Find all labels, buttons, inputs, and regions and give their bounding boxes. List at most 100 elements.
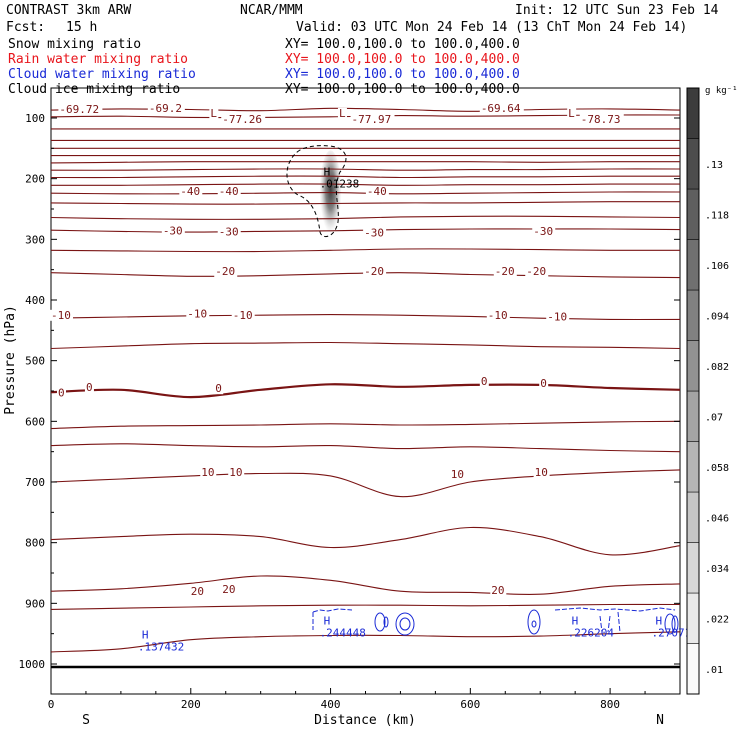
contour-label: -77.26: [222, 113, 262, 126]
contour-label: L: [339, 107, 346, 120]
isotherm-7: [51, 443, 680, 453]
isotherm-minus-5: [51, 341, 680, 350]
isotherm-5: [51, 420, 680, 430]
cloud-ice-contour-line: [286, 145, 347, 238]
colorbar-label: .13: [705, 160, 723, 171]
x-tick-label: 600: [460, 698, 480, 711]
contour-label-bg: [147, 102, 185, 114]
contour-label: 20: [191, 585, 204, 598]
contour-label: -10: [187, 308, 207, 321]
colorbar-frame: [686, 87, 700, 695]
isotherm-minus-46: [51, 168, 680, 171]
contour-label-bg: [56, 387, 66, 399]
isotherm-20: [51, 575, 680, 595]
isotherm-minus-20: [51, 248, 680, 253]
contour-label-bg: [579, 113, 624, 125]
contour-label: -20: [495, 265, 515, 278]
colorbar-label: .01: [705, 665, 723, 676]
y-tick-label: 800: [25, 537, 45, 550]
y-tick-label: 600: [25, 415, 45, 428]
field-label-cloud-water: Cloud water mixing ratio: [8, 67, 196, 82]
colorbar-label: .058: [705, 463, 729, 474]
contour-label-bg: [58, 104, 103, 116]
contour-label-bg: [449, 468, 466, 480]
extremum-marker: H: [656, 615, 663, 628]
field-label-rain: Rain water mixing ratio: [8, 52, 188, 67]
x-right-end-label: N: [656, 713, 664, 728]
colorbar-cells: [686, 87, 700, 695]
init-time: Init: 12 UTC Sun 23 Feb 14: [515, 3, 719, 18]
colorbar-label: .106: [705, 261, 729, 272]
contour-label-bg: [479, 375, 489, 387]
y-tick-label: 700: [25, 476, 45, 489]
field-label-snow: Snow mixing ratio: [8, 37, 141, 52]
isotherm-10: [51, 469, 680, 498]
y-tick-label: 200: [25, 173, 45, 186]
colorbar-cell: [686, 87, 700, 139]
extremum-marker: H: [572, 615, 579, 628]
contour-label: -20: [526, 265, 546, 278]
contour-label-bg: [200, 466, 217, 478]
contour-label-bg: [363, 227, 387, 239]
y-tick-label: 300: [25, 233, 45, 246]
contour-label: 0: [540, 377, 547, 390]
cloud-water-cell: [383, 616, 389, 628]
field-xy-cloud-ice: XY= 100.0,100.0 to 100.0,400.0: [285, 82, 520, 97]
contour-label: 10: [535, 466, 548, 479]
colorbar-label: .07: [705, 412, 723, 423]
contour-label-bg: [525, 266, 549, 278]
contour-label-bg: [214, 383, 224, 395]
x-left-end-label: S: [82, 713, 90, 728]
contour-label-bg: [217, 186, 241, 198]
plot-frame: [50, 87, 681, 695]
contour-label-bg: [228, 466, 245, 478]
x-tick-label: 200: [181, 698, 201, 711]
colorbar-cell: [686, 643, 700, 695]
contour-label: L: [210, 107, 217, 120]
x-axis-label: Distance (km): [314, 713, 416, 728]
contour-label-bg: [350, 113, 395, 125]
cloud-water-dashed-contour: [554, 607, 676, 612]
contour-label: 10: [201, 466, 214, 479]
contour-label: L: [568, 107, 575, 120]
snow-plume-layer: [319, 150, 342, 238]
cloud-water-contours: [312, 607, 679, 636]
cloud-water-cell: [374, 612, 386, 632]
colorbar-cell: [686, 340, 700, 392]
contour-label: -78.73: [581, 113, 621, 126]
contour-label: 20: [491, 584, 504, 597]
contour-label: 0: [86, 381, 93, 394]
colorbar-cell: [686, 289, 700, 341]
contour-label: -40: [180, 185, 200, 198]
isotherm-minus-10: [51, 314, 680, 321]
x-tick-label: 800: [600, 698, 620, 711]
contour-label-bg: [533, 466, 550, 478]
contour-label: -30: [163, 224, 183, 237]
isotherm-22: [51, 603, 680, 610]
colorbar-label: .082: [705, 362, 729, 373]
forecast-value: 15 h: [66, 20, 97, 35]
isotherm-25: [51, 631, 680, 653]
contour-label: 0: [58, 386, 65, 399]
cloud-ice-contour: [286, 145, 347, 238]
contour-label: 0: [481, 375, 488, 388]
contour-label-bg: [214, 266, 238, 278]
colorbar-labels: .01 .022 .034 .046 .058 .07 .082 .094 .106 .118 .1…: [705, 160, 729, 676]
x-tick-label: 400: [321, 698, 341, 711]
contour-label: -69.72: [59, 103, 99, 116]
contour-label-bg: [363, 266, 387, 278]
extremum-value: .137432: [138, 641, 184, 654]
snow-plume: [319, 150, 342, 238]
isotherm-minus-40: [51, 191, 680, 195]
contour-label: -10: [51, 309, 71, 322]
contour-label: -20: [215, 265, 235, 278]
contour-label: -30: [533, 225, 553, 238]
contour-label-bg: [539, 377, 549, 389]
cloud-water-dashed-contour: [599, 611, 621, 633]
cloud-water-cell: [531, 620, 537, 628]
colorbar-label: .022: [705, 614, 729, 625]
org-title: NCAR/MMM: [240, 3, 303, 18]
isotherm-0: [51, 383, 680, 399]
contour-label-bg: [231, 309, 255, 321]
